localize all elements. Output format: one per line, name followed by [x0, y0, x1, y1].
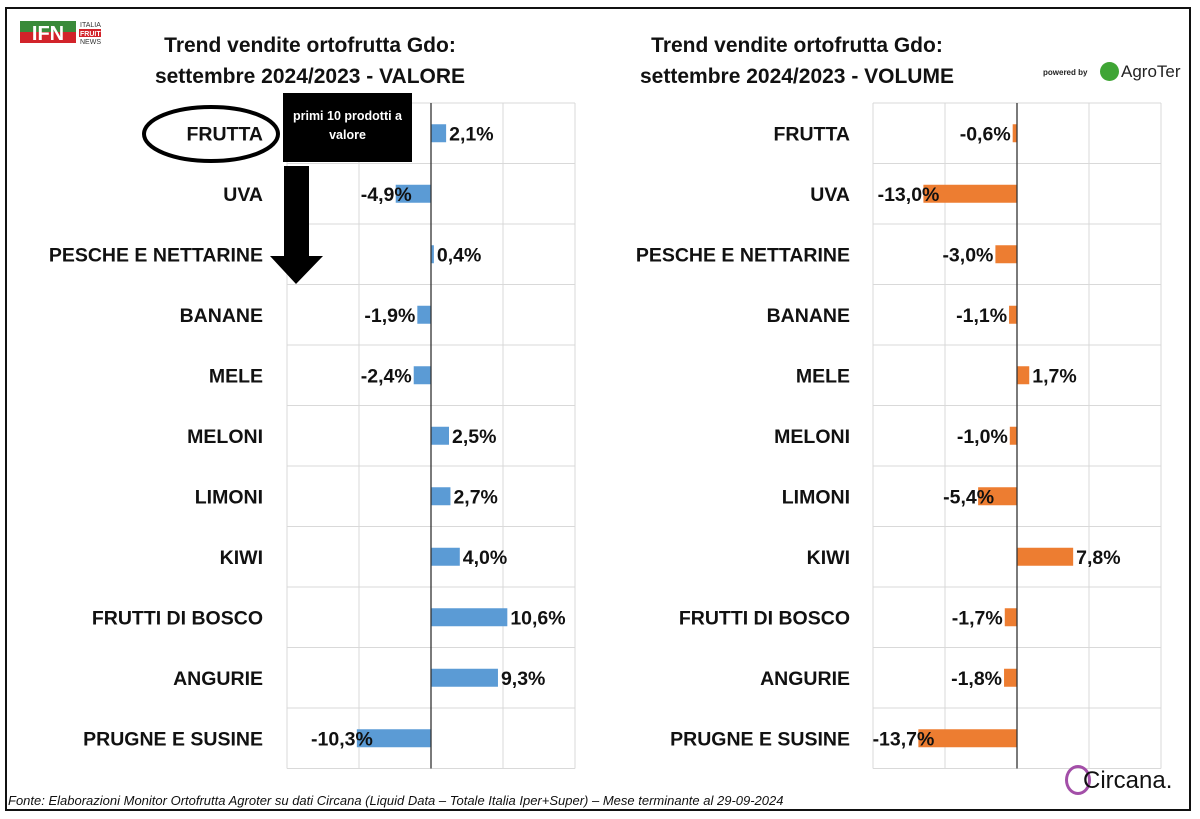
bar: [1004, 668, 1017, 687]
value-label: 1,7%: [1032, 365, 1076, 387]
value-label: 10,6%: [510, 607, 565, 629]
value-label: -10,3%: [311, 728, 373, 750]
chart-title-volume: Trend vendite ortofrutta Gdo: settembre …: [597, 30, 997, 92]
value-label: 2,1%: [449, 123, 493, 145]
circana-logo: Circana.: [1065, 765, 1172, 795]
bar: [923, 184, 1017, 203]
category-label: UVA: [810, 184, 850, 206]
category-label: LIMONI: [782, 486, 850, 508]
bar: [995, 245, 1017, 264]
category-label: MELE: [209, 365, 263, 387]
source-note: Fonte: Elaborazioni Monitor Ortofrutta A…: [8, 793, 784, 808]
bar: [978, 487, 1017, 506]
category-label: FRUTTI DI BOSCO: [679, 607, 850, 629]
value-label: 2,5%: [452, 426, 496, 448]
bar: [417, 305, 431, 324]
category-label: KIWI: [807, 547, 850, 569]
title-line-2: settembre 2024/2023 - VOLUME: [640, 65, 954, 88]
circana-icon: [1065, 765, 1091, 795]
category-label: PRUGNE E SUSINE: [670, 728, 850, 750]
bar: [1009, 305, 1017, 324]
category-label: LIMONI: [195, 486, 263, 508]
bar: [1017, 366, 1030, 385]
category-label: FRUTTA: [186, 123, 263, 145]
category-label: BANANE: [767, 305, 850, 327]
value-label: -2,4%: [361, 365, 412, 387]
bar: [431, 487, 451, 506]
category-label: BANANE: [180, 305, 263, 327]
bar: [1017, 547, 1074, 566]
title-line-2: settembre 2024/2023 - VALORE: [154, 65, 466, 88]
svg-text:ITALIA: ITALIA: [80, 22, 101, 29]
value-label: -4,9%: [361, 184, 412, 206]
svg-text:FRUIT: FRUIT: [80, 31, 101, 38]
bar: [918, 729, 1017, 748]
bar: [356, 729, 431, 748]
value-label: 7,8%: [1076, 547, 1120, 569]
powered-by-text: powered by: [1043, 68, 1088, 77]
value-label: -1,0%: [957, 426, 1008, 448]
bar: [431, 124, 447, 143]
svg-text:IFN: IFN: [32, 23, 64, 45]
category-label: MELONI: [774, 426, 850, 448]
annotation-box: primi 10 prodotti a valore: [283, 93, 412, 162]
value-label: -1,7%: [952, 607, 1003, 629]
value-label: -1,8%: [951, 668, 1002, 690]
value-label: -13,7%: [873, 728, 935, 750]
bar: [431, 426, 449, 445]
bar: [395, 184, 431, 203]
bar: [1009, 426, 1017, 445]
value-label: -13,0%: [878, 184, 940, 206]
value-label: 2,7%: [453, 486, 497, 508]
svg-text:NEWS: NEWS: [80, 39, 101, 46]
bar: [413, 366, 431, 385]
bar: [431, 547, 460, 566]
circana-text: Circana.: [1083, 767, 1173, 794]
frame: [5, 7, 1191, 811]
category-label: PRUGNE E SUSINE: [83, 728, 263, 750]
value-label: -0,6%: [960, 123, 1011, 145]
title-line-1: Trend vendite ortofrutta Gdo:: [164, 34, 456, 57]
category-label: ANGURIE: [760, 668, 850, 690]
category-label: PESCHE E NETTARINE: [49, 244, 263, 266]
category-label: FRUTTI DI BOSCO: [92, 607, 263, 629]
tree-icon: [1100, 62, 1119, 81]
value-label: 0,4%: [437, 244, 481, 266]
value-label: -5,4%: [943, 486, 994, 508]
agroter-logo: AgroTer: [1100, 62, 1181, 82]
value-label: -3,0%: [942, 244, 993, 266]
chart-title-valore: Trend vendite ortofrutta Gdo: settembre …: [110, 30, 510, 92]
agroter-text: AgroTer: [1121, 62, 1181, 81]
category-label: UVA: [223, 184, 263, 206]
bar: [1004, 608, 1017, 627]
category-label: FRUTTA: [773, 123, 850, 145]
bar: [431, 245, 434, 264]
bar: [431, 668, 498, 687]
category-label: PESCHE E NETTARINE: [636, 244, 850, 266]
value-label: 9,3%: [501, 668, 545, 690]
bar: [1012, 124, 1017, 143]
value-label: -1,1%: [956, 305, 1007, 327]
ifn-logo: IFN ITALIA FRUIT NEWS: [20, 21, 101, 46]
category-label: ANGURIE: [173, 668, 263, 690]
value-label: -1,9%: [364, 305, 415, 327]
category-label: MELONI: [187, 426, 263, 448]
bar: [431, 608, 508, 627]
category-label: KIWI: [220, 547, 263, 569]
category-label: MELE: [796, 365, 850, 387]
title-line-1: Trend vendite ortofrutta Gdo:: [651, 34, 943, 57]
value-label: 4,0%: [463, 547, 507, 569]
